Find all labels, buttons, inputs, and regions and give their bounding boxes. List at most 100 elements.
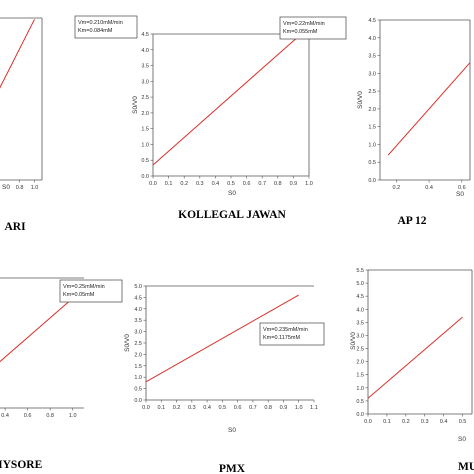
x-tick-label: 0.7: [249, 405, 257, 411]
y-tick-label: 4.5: [134, 295, 142, 301]
y-tick-label: 1.5: [356, 373, 364, 379]
series-line: [152, 33, 302, 166]
y-tick-label: 5.0: [356, 281, 364, 287]
chart-caption: PMX: [219, 463, 246, 474]
x-tick-label: 0.2: [173, 405, 181, 411]
x-tick-label: 0.3: [188, 405, 196, 411]
x-tick-label: 0.8: [264, 405, 272, 411]
legend-box: [259, 322, 325, 346]
y-tick-label: 3.5: [356, 320, 364, 326]
x-tick-label: 0.0: [142, 405, 150, 411]
x-tick-label: 0.1: [165, 181, 173, 187]
y-tick-label: 1.0: [134, 375, 142, 381]
y-tick-label: 1.0: [356, 386, 364, 392]
x-axis-title: S0: [228, 427, 236, 434]
y-tick-label: 0.5: [141, 158, 149, 164]
y-tick-label: 3.0: [141, 79, 149, 85]
y-tick-label: 3.5: [368, 54, 376, 60]
legend-entry: Km=0.055mM: [283, 29, 318, 35]
x-axis-title: S0: [458, 436, 466, 443]
chart-caption: AP 12: [397, 215, 426, 227]
y-tick-label: 1.5: [368, 125, 376, 131]
y-tick-label: 4.5: [141, 32, 149, 38]
chart-p5: 0.0 0.1 0.2 0.3 0.4 0.5 0.6 0.7 0.8 0.9 1.0 1.1 0.0 0…: [124, 284, 325, 474]
y-tick-label: 1.5: [134, 364, 142, 370]
x-tick-label: 0.3: [421, 419, 429, 425]
x-axis-title: S0: [456, 191, 464, 198]
y-tick-label: 5.0: [134, 284, 142, 290]
legend-entry: Km=0.1175mM: [263, 335, 300, 341]
x-tick-label: 0.9: [280, 405, 288, 411]
y-tick-label: 5.5: [356, 268, 364, 274]
y-tick-label: 1.0: [368, 142, 376, 148]
series-line: [367, 316, 463, 399]
x-tick-label: 0.6: [243, 181, 251, 187]
y-tick-label: 4.0: [141, 48, 149, 54]
chart-p2: 0.0 0.1 0.2 0.3 0.4 0.5 0.6 0.7 0.8 0.9 1.0 0.0 0.5 1…: [132, 16, 347, 221]
series-line: [0, 297, 74, 363]
y-tick-label: 4.0: [356, 307, 364, 313]
y-tick-label: 0.0: [134, 398, 142, 404]
x-axis-title: S0: [228, 190, 236, 197]
x-tick-label: 0.2: [393, 185, 401, 191]
x-tick-label: 0.4: [425, 185, 433, 191]
legend-box: [74, 15, 138, 39]
legend-entry: Km=0.084mM: [78, 28, 113, 34]
chart-p6: 0.0 0.1 0.2 0.3 0.4 0.5 0.0 0.5 1.0 1.5 2.0 2.5 3.0 3…: [350, 268, 474, 473]
x-tick-label: 0.8: [274, 181, 282, 187]
x-tick-label: 0.4: [440, 419, 448, 425]
x-tick-label: 0.1: [157, 405, 165, 411]
x-tick-label: 0.6: [458, 185, 466, 191]
legend-entry: Vm=0.22mM/min: [283, 21, 325, 27]
x-tick-label: 0.6: [24, 413, 32, 419]
x-tick-label: 0.4: [212, 181, 220, 187]
x-tick-label: 0.5: [219, 405, 227, 411]
x-tick-label: 0.5: [227, 181, 235, 187]
x-tick-label: 0.4: [1, 413, 9, 419]
x-tick-label: 0.0: [149, 181, 157, 187]
x-tick-label: 0.6: [234, 405, 242, 411]
y-tick-label: 3.5: [141, 64, 149, 70]
y-tick-label: 4.5: [368, 18, 376, 24]
y-tick-label: 0.5: [134, 387, 142, 393]
x-tick-label: 0.5: [459, 419, 467, 425]
x-tick-label: 0.3: [196, 181, 204, 187]
y-axis-title: S0/V0: [357, 91, 364, 109]
y-axis-title: S0/V0: [124, 334, 131, 352]
y-tick-label: 1.5: [141, 127, 149, 133]
x-tick-label: 0.2: [402, 419, 410, 425]
y-tick-label: 2.5: [134, 341, 142, 347]
y-tick-label: 4.0: [368, 36, 376, 42]
y-tick-label: 0.5: [356, 399, 364, 405]
legend-entry: Vm=0.210mM/min: [78, 20, 123, 26]
y-tick-label: 2.5: [141, 95, 149, 101]
chart-caption: MU: [458, 461, 474, 473]
chart-p3: 0.2 0.4 0.6 0.0 0.5 1.0 1.5 2.0 2.5 3.0 3.5 4.0 4.5 S…: [357, 18, 471, 227]
y-tick-label: 2.0: [356, 360, 364, 366]
y-tick-label: 2.5: [368, 89, 376, 95]
legend-box: [279, 16, 347, 40]
y-tick-label: 2.0: [134, 352, 142, 358]
x-tick-label: 1.0: [31, 185, 39, 191]
y-tick-label: 3.0: [368, 71, 376, 77]
y-tick-label: 0.0: [356, 412, 364, 418]
chart-p1: 0.8 1.0 S0 Vm=0.210mM/min Km=0.084mM ARI: [0, 15, 138, 233]
legend-entry: Vm=0.235mM/min: [263, 327, 308, 333]
x-tick-label: 1.0: [69, 413, 77, 419]
x-tick-label: 0.1: [383, 419, 391, 425]
legend-entry: Km=0.05mM: [63, 292, 95, 298]
x-axis-title: S0: [2, 184, 10, 191]
x-tick-label: 0.8: [16, 185, 24, 191]
legend-box: [59, 279, 123, 303]
y-tick-label: 3.5: [134, 318, 142, 324]
y-axis-title: S0/V0: [350, 332, 357, 350]
x-tick-label: 1.1: [310, 405, 318, 411]
y-tick-label: 1.0: [141, 142, 149, 148]
chart-caption: KOLLEGAL JAWAN: [178, 209, 286, 221]
y-tick-label: 2.0: [141, 111, 149, 117]
x-tick-label: 0.7: [258, 181, 266, 187]
x-tick-label: 0.0: [364, 419, 372, 425]
